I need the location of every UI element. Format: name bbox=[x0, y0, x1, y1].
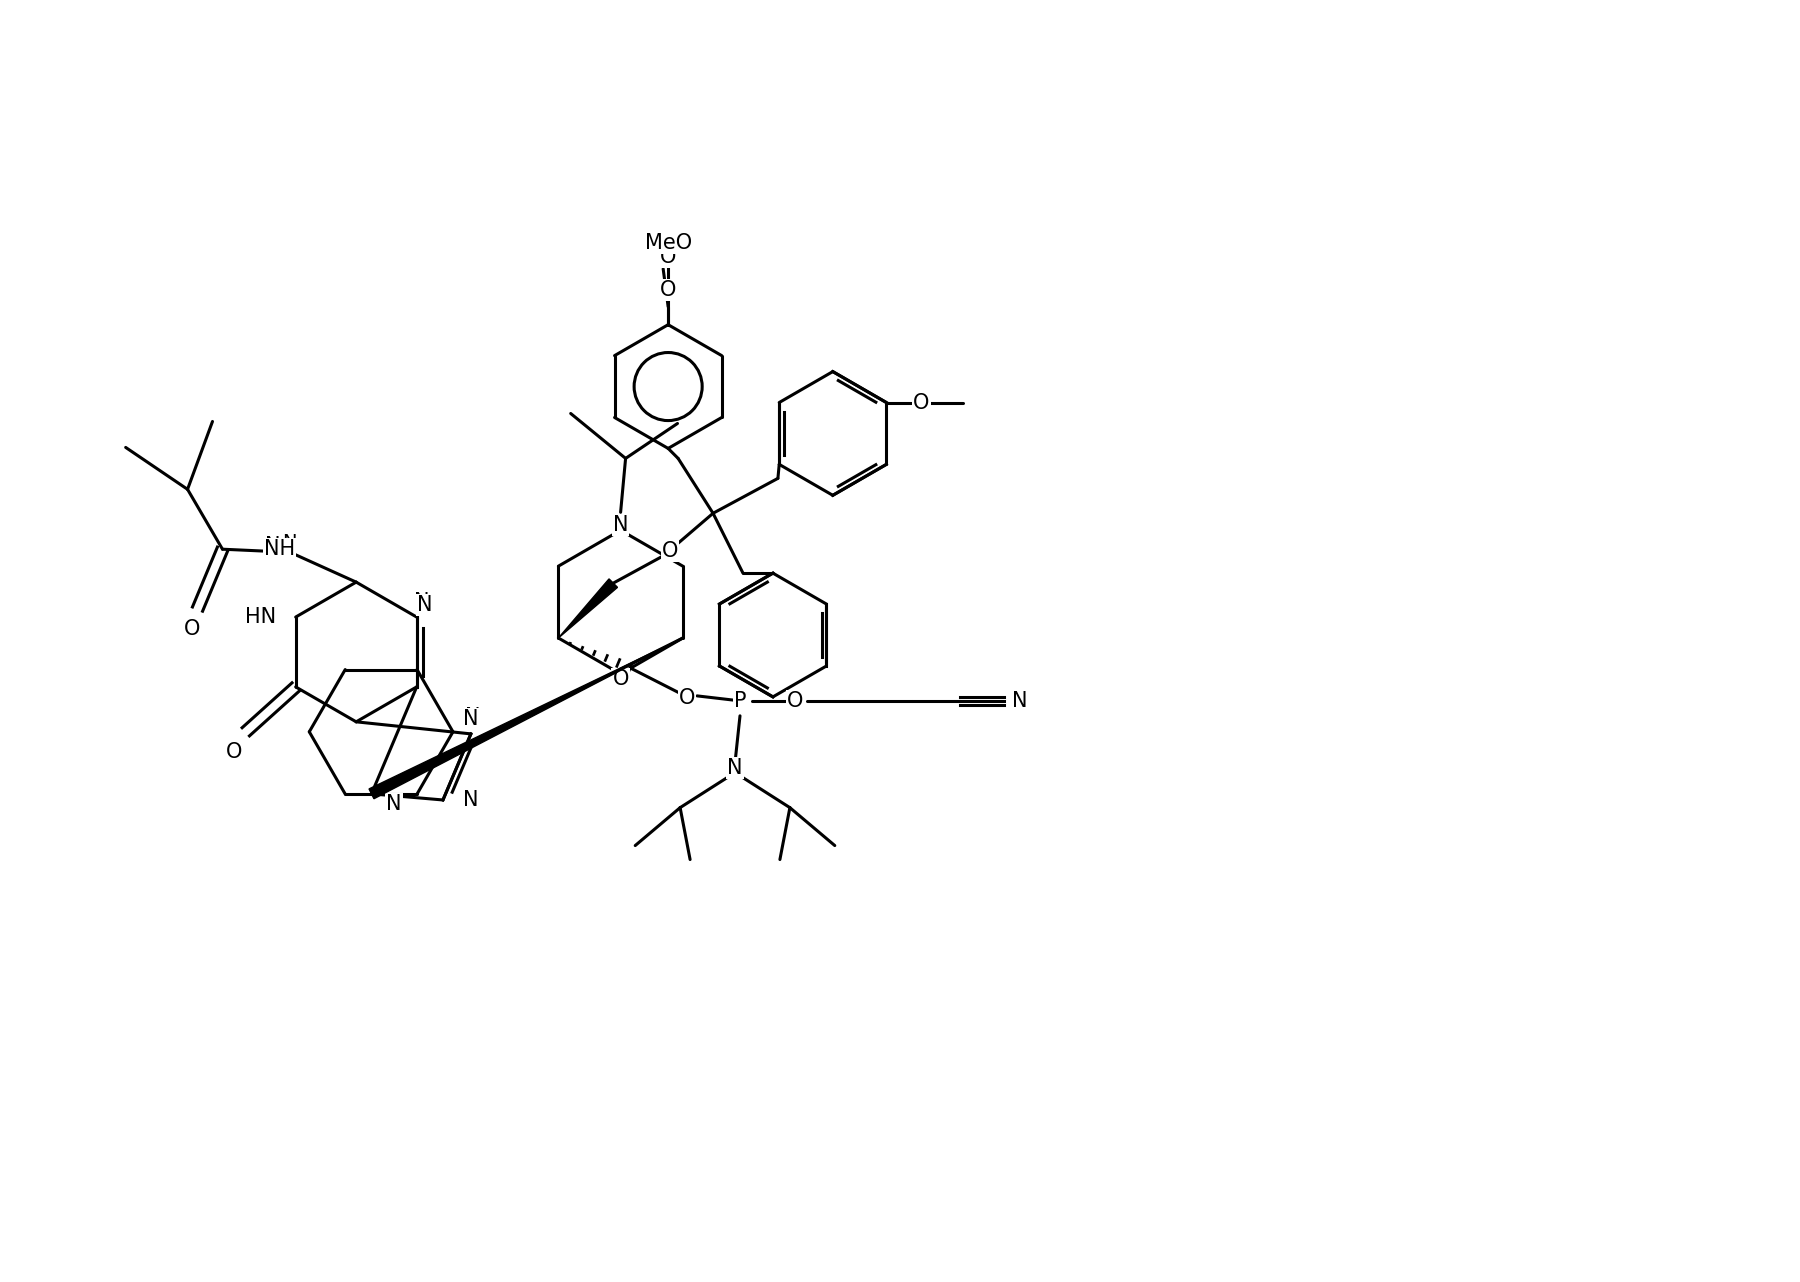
Text: O: O bbox=[661, 247, 677, 267]
Text: N: N bbox=[727, 758, 743, 778]
Text: NH: NH bbox=[265, 540, 295, 559]
Text: N: N bbox=[414, 592, 430, 612]
Text: O: O bbox=[184, 619, 202, 638]
Polygon shape bbox=[369, 638, 682, 799]
Text: O: O bbox=[661, 279, 677, 300]
Text: O: O bbox=[913, 392, 929, 413]
Polygon shape bbox=[558, 579, 617, 638]
Text: N: N bbox=[387, 794, 401, 814]
Text: N: N bbox=[612, 515, 628, 536]
Text: O: O bbox=[787, 691, 803, 712]
Text: N: N bbox=[463, 790, 479, 810]
Text: N: N bbox=[464, 790, 481, 810]
Text: N: N bbox=[464, 706, 481, 727]
Text: P: P bbox=[734, 691, 747, 712]
Text: O: O bbox=[225, 742, 241, 762]
Text: N: N bbox=[418, 595, 432, 615]
Text: MeO: MeO bbox=[644, 233, 691, 253]
Text: N: N bbox=[1012, 691, 1028, 712]
Text: HN: HN bbox=[245, 608, 275, 627]
Text: O: O bbox=[662, 541, 679, 562]
Text: O: O bbox=[679, 688, 695, 708]
Text: N: N bbox=[265, 536, 281, 556]
Text: N: N bbox=[463, 709, 479, 729]
Text: N: N bbox=[283, 533, 297, 551]
Text: H: H bbox=[265, 536, 281, 556]
Text: O: O bbox=[612, 669, 628, 688]
Text: H: H bbox=[281, 532, 297, 553]
Text: HN: HN bbox=[247, 608, 277, 627]
